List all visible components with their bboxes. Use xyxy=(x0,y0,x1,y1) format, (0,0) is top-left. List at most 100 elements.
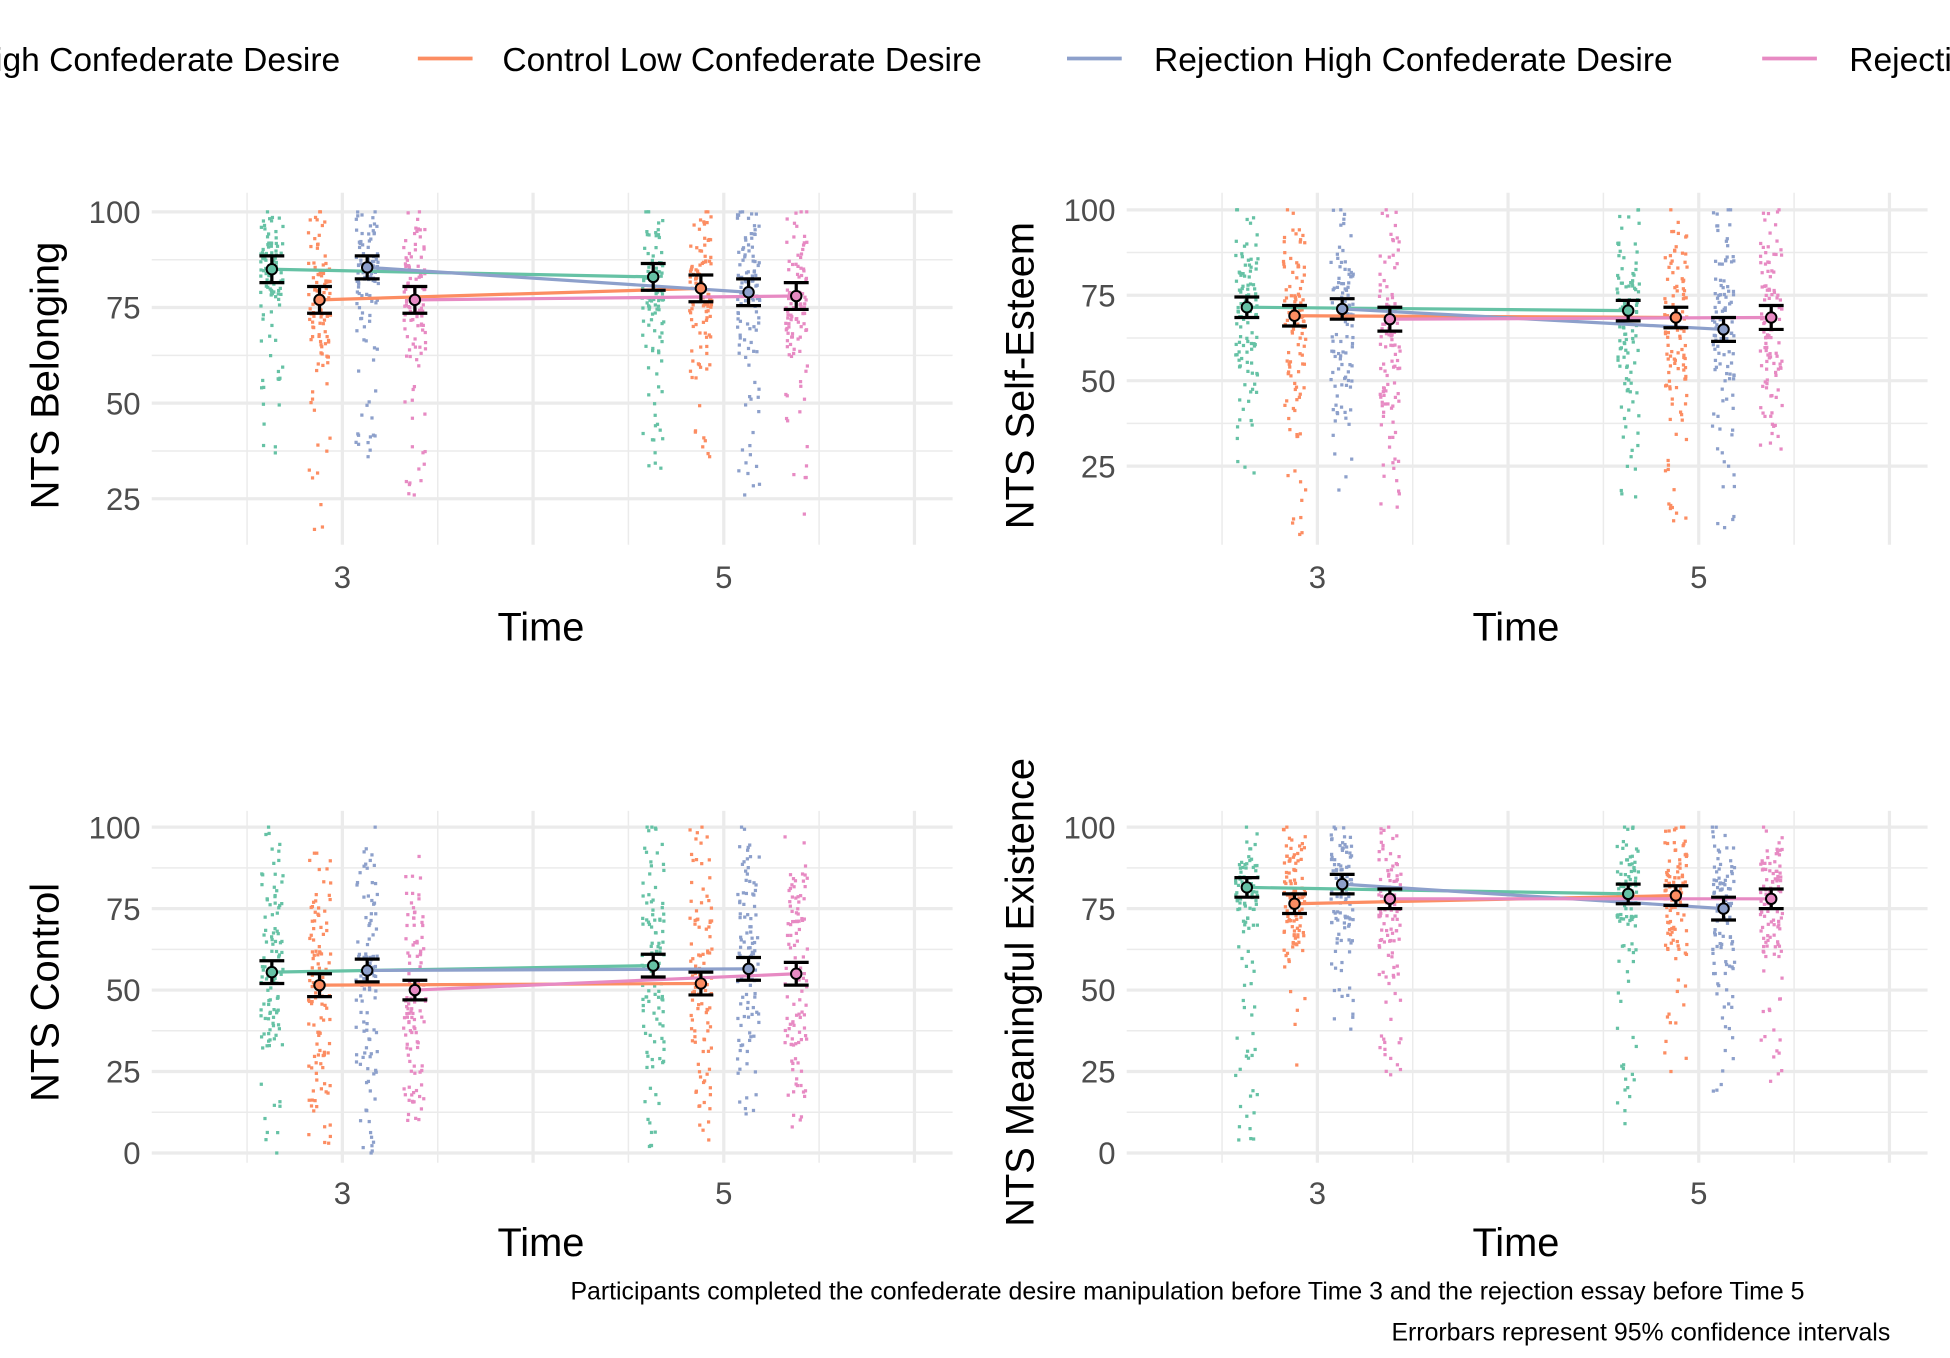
raw-point xyxy=(1331,349,1336,353)
raw-point xyxy=(1710,318,1715,322)
raw-point xyxy=(1347,268,1351,272)
raw-point xyxy=(694,909,699,913)
raw-point xyxy=(649,944,653,948)
mean-point xyxy=(742,286,755,299)
raw-point xyxy=(316,906,321,910)
raw-point xyxy=(1330,837,1334,842)
raw-point xyxy=(802,512,806,516)
raw-point xyxy=(1346,285,1350,289)
raw-point xyxy=(307,292,311,297)
raw-point xyxy=(1668,417,1672,422)
raw-point xyxy=(1389,232,1393,236)
raw-point xyxy=(371,433,376,437)
raw-point xyxy=(306,231,311,235)
raw-point xyxy=(1634,847,1639,851)
raw-point xyxy=(1730,865,1734,869)
raw-point xyxy=(801,247,805,252)
raw-point xyxy=(645,1065,649,1070)
raw-point xyxy=(789,1042,793,1047)
raw-point xyxy=(264,284,268,288)
raw-point xyxy=(1665,905,1669,910)
raw-point xyxy=(1391,404,1395,408)
raw-point xyxy=(263,1116,267,1121)
raw-point xyxy=(281,278,285,282)
raw-point xyxy=(742,940,746,944)
raw-point xyxy=(273,976,277,980)
raw-point xyxy=(801,879,806,883)
raw-point xyxy=(1298,532,1302,537)
raw-point xyxy=(655,372,659,376)
legend-label-control-low: Control Low Confederate Desire xyxy=(502,42,981,79)
raw-point xyxy=(1712,972,1716,976)
raw-point xyxy=(416,217,420,221)
raw-point xyxy=(802,972,806,976)
raw-point xyxy=(1339,208,1343,212)
raw-point xyxy=(1723,878,1727,882)
raw-point xyxy=(1237,288,1242,292)
raw-point xyxy=(1239,870,1243,874)
raw-point xyxy=(1238,271,1242,275)
raw-point xyxy=(1762,914,1767,918)
raw-point xyxy=(262,1032,266,1036)
raw-point xyxy=(1386,874,1391,878)
raw-point xyxy=(748,983,752,987)
raw-point xyxy=(1335,411,1339,415)
raw-point xyxy=(1302,265,1306,269)
raw-point xyxy=(1246,369,1250,373)
raw-point xyxy=(704,309,709,314)
raw-point xyxy=(644,850,649,854)
raw-point xyxy=(694,964,698,968)
raw-point xyxy=(647,393,651,397)
raw-point xyxy=(791,1068,795,1072)
raw-point xyxy=(277,953,282,957)
raw-point xyxy=(1391,420,1395,424)
raw-point xyxy=(1620,226,1624,230)
raw-point xyxy=(1713,292,1717,296)
raw-point xyxy=(362,895,366,899)
raw-point xyxy=(790,909,794,914)
raw-point xyxy=(1347,938,1351,942)
raw-point xyxy=(328,1134,332,1139)
raw-point xyxy=(408,276,412,281)
raw-point xyxy=(1774,852,1778,856)
raw-point xyxy=(1725,874,1730,878)
raw-point xyxy=(1395,874,1399,878)
raw-point xyxy=(316,272,320,277)
raw-point xyxy=(357,240,362,244)
raw-point xyxy=(693,985,698,989)
raw-point xyxy=(1247,263,1252,267)
raw-point xyxy=(1764,341,1768,346)
raw-point xyxy=(787,259,791,263)
raw-point xyxy=(1625,915,1629,919)
raw-point xyxy=(1382,922,1386,926)
raw-point xyxy=(646,1054,650,1058)
raw-point xyxy=(1722,460,1726,464)
raw-point xyxy=(420,935,424,940)
raw-point xyxy=(658,335,662,339)
raw-point xyxy=(1382,1037,1386,1041)
raw-point xyxy=(312,527,317,532)
raw-point xyxy=(656,944,660,949)
raw-point xyxy=(1329,857,1334,862)
raw-point xyxy=(751,254,755,258)
raw-point xyxy=(277,303,282,307)
raw-point xyxy=(738,336,742,340)
raw-point xyxy=(1254,312,1258,317)
raw-point xyxy=(281,874,285,878)
raw-point xyxy=(275,1011,279,1015)
raw-point xyxy=(747,363,751,367)
raw-point xyxy=(313,910,317,914)
raw-point xyxy=(407,348,412,352)
raw-point xyxy=(706,238,710,243)
raw-point xyxy=(1719,283,1723,288)
raw-point xyxy=(1682,329,1686,333)
raw-point xyxy=(1682,825,1686,829)
raw-point xyxy=(1728,223,1732,227)
raw-point xyxy=(754,464,759,469)
raw-point xyxy=(1770,393,1774,398)
raw-point xyxy=(374,927,379,931)
raw-point xyxy=(316,912,320,916)
raw-point xyxy=(279,972,283,976)
raw-point xyxy=(362,976,366,981)
raw-point xyxy=(1674,1021,1678,1025)
